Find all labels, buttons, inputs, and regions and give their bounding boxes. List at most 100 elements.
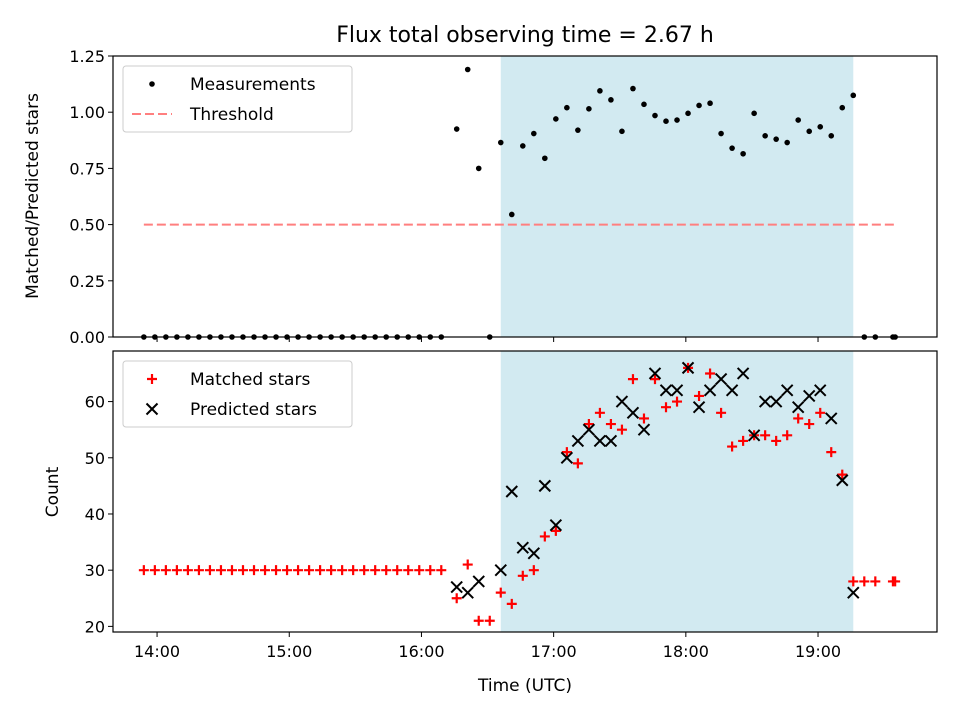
matched-star-point [649,374,660,385]
predicted-star-point [758,395,772,408]
matched-star-point [315,565,326,576]
top-legend: Measurements Threshold [122,65,353,133]
matched-star-point [627,374,638,385]
measurement-point [608,97,614,103]
predicted-star-point [803,389,816,403]
predicted-star-point [472,575,485,588]
top-y-tick-label: 0.00 [69,328,105,347]
measurement-point [630,85,636,92]
top-y-tick-label: 0.25 [69,272,105,291]
matched-star-point [826,447,837,458]
measurement-point [762,133,768,139]
measurement-point [586,106,592,112]
matched-star-point [370,565,381,576]
matched-star-point [271,565,282,576]
predicted-star-point [747,429,761,442]
predicted-star-point [593,434,607,448]
matched-star-point [583,419,594,430]
measurement-point [795,117,801,123]
measurement-point [751,110,757,117]
measurement-point [839,104,846,111]
matched-star-point [414,565,425,576]
matched-star-point [204,565,215,576]
matched-star-point [605,419,616,430]
matched-star-point [705,368,716,379]
bottom-legend: Matched stars Predicted stars [122,360,353,428]
bottom-y-tick-label: 40 [85,505,105,524]
matched-star-point [539,531,550,542]
predicted-star-point [626,406,640,420]
measurement-point [806,128,813,135]
predicted-star-point [505,485,518,498]
measurement-point [729,145,735,151]
matched-star-point [392,565,403,576]
matched-star-point [193,565,204,576]
predicted-star-point [604,434,618,448]
measurement-point [519,143,526,149]
measurement-point [773,136,779,142]
matched-star-point [738,435,749,446]
measurement-point [619,128,625,135]
predicted-star-point [692,400,706,414]
predicted-star-point [560,451,574,464]
legend-label: Matched stars [190,370,310,390]
chart-title: Flux total observing time = 2.67 h [336,23,714,48]
matched-star-point [638,413,649,424]
legend-label: Measurements [190,75,316,95]
matched-star-point [304,565,315,576]
predicted-star-point [780,384,794,397]
bottom-y-axis-label: Count [43,466,63,517]
measurement-point [508,211,515,218]
bottom-legend-box [122,360,353,428]
predicted-star-point [714,372,728,386]
measurement-point [696,102,702,109]
matched-star-point [495,587,506,598]
matched-star-point [260,565,271,576]
top-panel: 0.00 0.25 0.50 0.75 1.00 1.25 Measurements Thre… [69,47,938,347]
matched-star-point [348,565,359,576]
measurement-point [707,100,713,107]
predicted-star-point [814,384,827,397]
matched-star-point [484,615,495,626]
measurement-point [597,88,603,94]
matched-star-point [462,559,473,570]
bottom-y-tick-label: 60 [85,393,105,412]
matched-star-point [890,576,901,587]
predicted-star-point [582,423,596,436]
matched-star-point [359,565,370,576]
predicted-star-point [648,367,662,380]
matched-star-point [149,565,160,576]
predicted-star-point [836,474,849,487]
matched-star-point [517,570,528,581]
measurement-point [531,130,537,137]
measurement-point [542,155,548,162]
bottom-observing-span [500,351,854,632]
measurement-point [564,104,570,111]
x-tick-label: 15:00 [266,642,312,661]
matched-star-point [337,565,348,576]
matched-star-point [561,447,572,458]
matched-star-point [870,576,881,587]
matched-star-point [381,565,392,576]
top-y-axis-label: Matched/Predicted stars [23,93,43,299]
predicted-star-point [681,361,695,375]
matched-star-point [138,565,149,576]
matched-star-point [837,469,848,480]
predicted-star-point [791,400,805,414]
matched-star-point [771,435,782,446]
matched-star-point [859,576,870,587]
matched-star-point [215,565,226,576]
matched-star-point [293,565,304,576]
measurement-point [718,130,724,137]
top-y-tick-label: 1.00 [69,103,105,122]
matched-star-point [727,441,738,452]
measurement-point [641,101,647,108]
predicted-star-point [703,384,717,397]
top-y-tick-label: 1.25 [69,47,105,66]
legend-label: Threshold [189,105,274,125]
measurement-point [674,117,680,123]
matched-star-point [473,615,484,626]
predicted-star-point [769,395,783,408]
x-tick-label: 18:00 [663,642,709,661]
